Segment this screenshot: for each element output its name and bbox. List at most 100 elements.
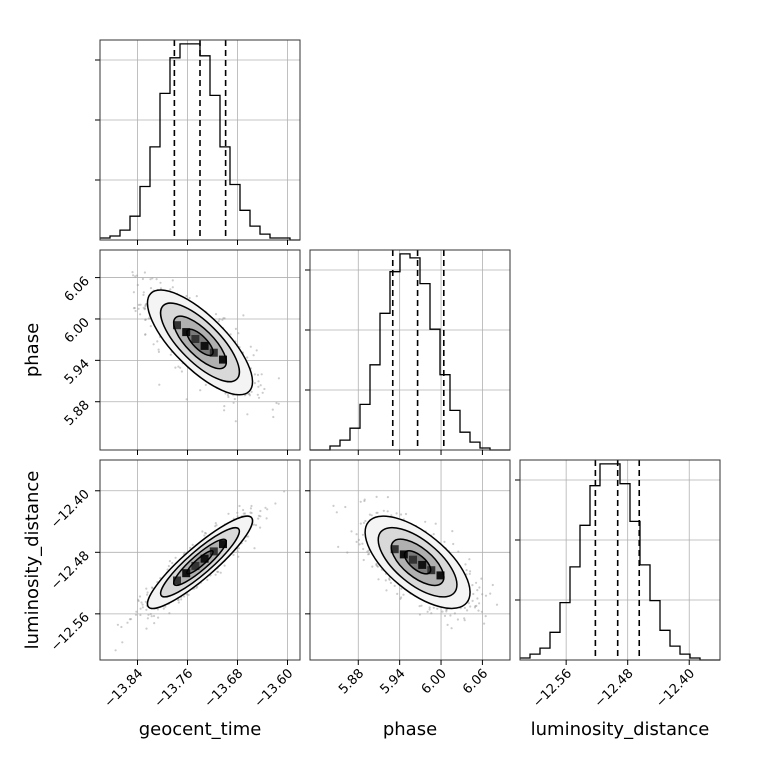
scatter-point: [246, 413, 249, 416]
scatter-point: [275, 401, 278, 405]
scatter-point: [253, 373, 256, 376]
scatter-point: [261, 391, 264, 394]
scatter-point: [350, 530, 353, 533]
scatter-point: [249, 507, 252, 510]
contour-level-0: [186, 550, 214, 575]
hist-frame-geocent_time: [99, 39, 301, 241]
scatter-point: [362, 547, 365, 551]
scatter-point: [370, 514, 373, 517]
scatter-point: [386, 510, 389, 513]
scatter-point: [189, 546, 192, 550]
scatter-point: [168, 612, 171, 615]
scatter-point: [473, 606, 477, 609]
contour-level-1: [172, 538, 228, 587]
scatter-point: [153, 622, 156, 625]
scatter-point: [362, 558, 365, 562]
scatter-point: [187, 593, 190, 597]
scatter-point: [137, 599, 140, 603]
scatter-point: [180, 370, 183, 373]
scatter-point: [128, 618, 131, 621]
scatter-point: [432, 533, 435, 536]
scatter-point: [214, 522, 217, 525]
scatter-point: [430, 612, 433, 615]
scatter-point: [257, 396, 261, 399]
scatter-point: [399, 513, 403, 516]
scatter-point: [237, 555, 240, 558]
scatter-point: [126, 621, 129, 624]
scatter-point: [158, 383, 161, 386]
scatter-point: [227, 512, 230, 515]
scatter-point: [446, 623, 449, 627]
scatter-point: [223, 405, 226, 408]
scatter-point: [149, 287, 153, 290]
scatter-point: [424, 520, 427, 523]
contour-level-1: [390, 538, 445, 587]
scatter-point: [236, 511, 239, 514]
scatter-point: [484, 594, 488, 597]
scatter-point: [204, 383, 207, 386]
scatter-point: [388, 577, 391, 580]
scatter-point: [481, 593, 484, 596]
contour-level-0: [403, 550, 432, 575]
scatter-point: [468, 572, 471, 576]
scatter-point: [466, 609, 469, 612]
scatter-point: [393, 584, 396, 588]
scatter-point: [139, 607, 142, 610]
scatter-point: [143, 271, 146, 274]
density-core-cell: [209, 547, 218, 556]
scatter-frame-phase-luminosity_distance: [309, 459, 511, 661]
scatter-point: [386, 496, 389, 499]
scatter-point: [116, 623, 119, 626]
scatter-point: [483, 622, 486, 625]
scatter-point: [132, 291, 135, 294]
scatter-point: [136, 283, 139, 287]
scatter-point: [404, 512, 408, 516]
scatter-point: [477, 609, 480, 612]
scatter-point: [157, 350, 160, 353]
scatter-point: [363, 499, 366, 503]
density-core-cell: [409, 555, 417, 564]
scatter-point: [357, 538, 360, 542]
density-core-cell: [173, 576, 181, 585]
scatter-point: [139, 313, 142, 316]
scatter-point: [452, 542, 455, 546]
scatter-point: [185, 294, 188, 298]
scatter-point: [253, 382, 256, 385]
scatter-point: [259, 384, 262, 387]
y-axis-label-phase: phase: [22, 323, 43, 377]
scatter-point: [264, 506, 267, 509]
scatter-point: [432, 606, 435, 609]
scatter-point: [256, 373, 260, 376]
scatter-point: [364, 519, 367, 523]
scatter-point: [337, 545, 340, 549]
scatter-point: [475, 581, 478, 584]
scatter-point: [495, 603, 499, 606]
scatter-point: [271, 408, 274, 411]
scatter-point: [265, 517, 268, 520]
scatter-point: [223, 564, 226, 567]
scatter-point: [426, 610, 429, 613]
scatter-point: [362, 521, 366, 525]
scatter-point: [114, 649, 117, 652]
scatter-frame-geocent_time-phase: [99, 249, 301, 451]
hist-outline-luminosity_distance: [520, 463, 720, 661]
scatter-point: [149, 278, 152, 281]
contour-level-2: [159, 302, 241, 383]
scatter-point: [377, 578, 380, 581]
scatter-point: [418, 613, 421, 616]
scatter-point: [463, 619, 466, 622]
scatter-point: [489, 592, 492, 595]
scatter-point: [171, 279, 174, 282]
scatter-point: [219, 571, 222, 574]
scatter-point: [121, 641, 124, 644]
scatter-point: [384, 579, 387, 582]
scatter-point: [156, 608, 159, 611]
scatter-point: [257, 514, 261, 517]
scatter-point: [164, 605, 167, 608]
scatter-point: [237, 547, 240, 550]
hist-outline-phase: [310, 253, 510, 451]
scatter-point: [131, 271, 134, 274]
scatter-point: [335, 511, 338, 514]
scatter-point: [224, 392, 227, 395]
contour-level-0: [186, 328, 214, 357]
